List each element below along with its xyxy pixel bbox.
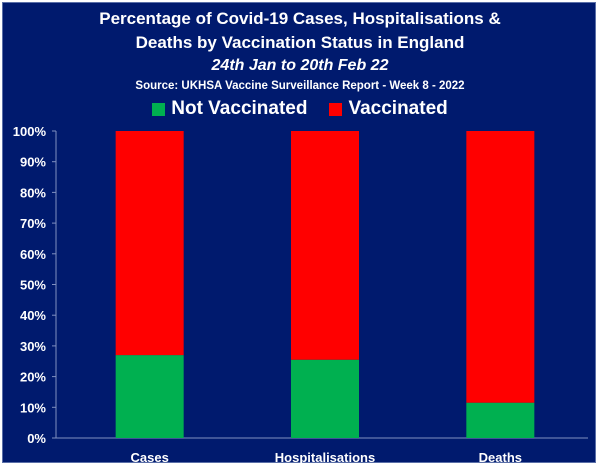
bar-vaccinated-hospitalisations bbox=[291, 131, 359, 360]
y-tick-label: 80% bbox=[20, 185, 46, 200]
chart-subtitle: 24th Jan to 20th Feb 22 bbox=[211, 57, 389, 74]
y-tick-label: 70% bbox=[20, 216, 46, 231]
y-tick-label: 10% bbox=[20, 400, 46, 415]
y-tick-label: 90% bbox=[20, 155, 46, 170]
y-tick-label: 60% bbox=[20, 247, 46, 262]
chart-title-line2: Deaths by Vaccination Status in England bbox=[135, 33, 465, 52]
y-tick-label: 20% bbox=[20, 370, 46, 385]
bar-not-vaccinated-cases bbox=[115, 355, 184, 438]
y-tick-label: 30% bbox=[20, 339, 46, 354]
chart-title: Percentage of Covid-19 Cases, Hospitalis… bbox=[99, 9, 501, 28]
y-tick-label: 100% bbox=[13, 124, 47, 139]
legend-swatch-vaccinated bbox=[329, 102, 343, 116]
bar-not-vaccinated-hospitalisations bbox=[291, 359, 359, 438]
legend-swatch-not-vaccinated bbox=[152, 102, 166, 116]
x-tick-label: Hospitalisations bbox=[275, 450, 375, 465]
legend-label-not-vaccinated: Not Vaccinated bbox=[171, 98, 308, 119]
x-tick-label: Cases bbox=[131, 450, 169, 465]
y-tick-label: 40% bbox=[20, 308, 46, 323]
bar-vaccinated-deaths bbox=[466, 131, 535, 403]
x-tick-label: Deaths bbox=[479, 450, 522, 465]
y-tick-label: 0% bbox=[27, 431, 46, 446]
y-tick-label: 50% bbox=[20, 278, 46, 293]
legend-item-vaccinated: Vaccinated bbox=[329, 98, 448, 120]
bar-not-vaccinated-deaths bbox=[466, 402, 535, 438]
chart-legend: Not Vaccinated Vaccinated bbox=[0, 98, 600, 120]
chart-source: Source: UKHSA Vaccine Surveillance Repor… bbox=[135, 80, 465, 92]
legend-item-not-vaccinated: Not Vaccinated bbox=[152, 98, 307, 120]
legend-label-vaccinated: Vaccinated bbox=[348, 98, 448, 119]
bar-vaccinated-cases bbox=[115, 131, 184, 356]
